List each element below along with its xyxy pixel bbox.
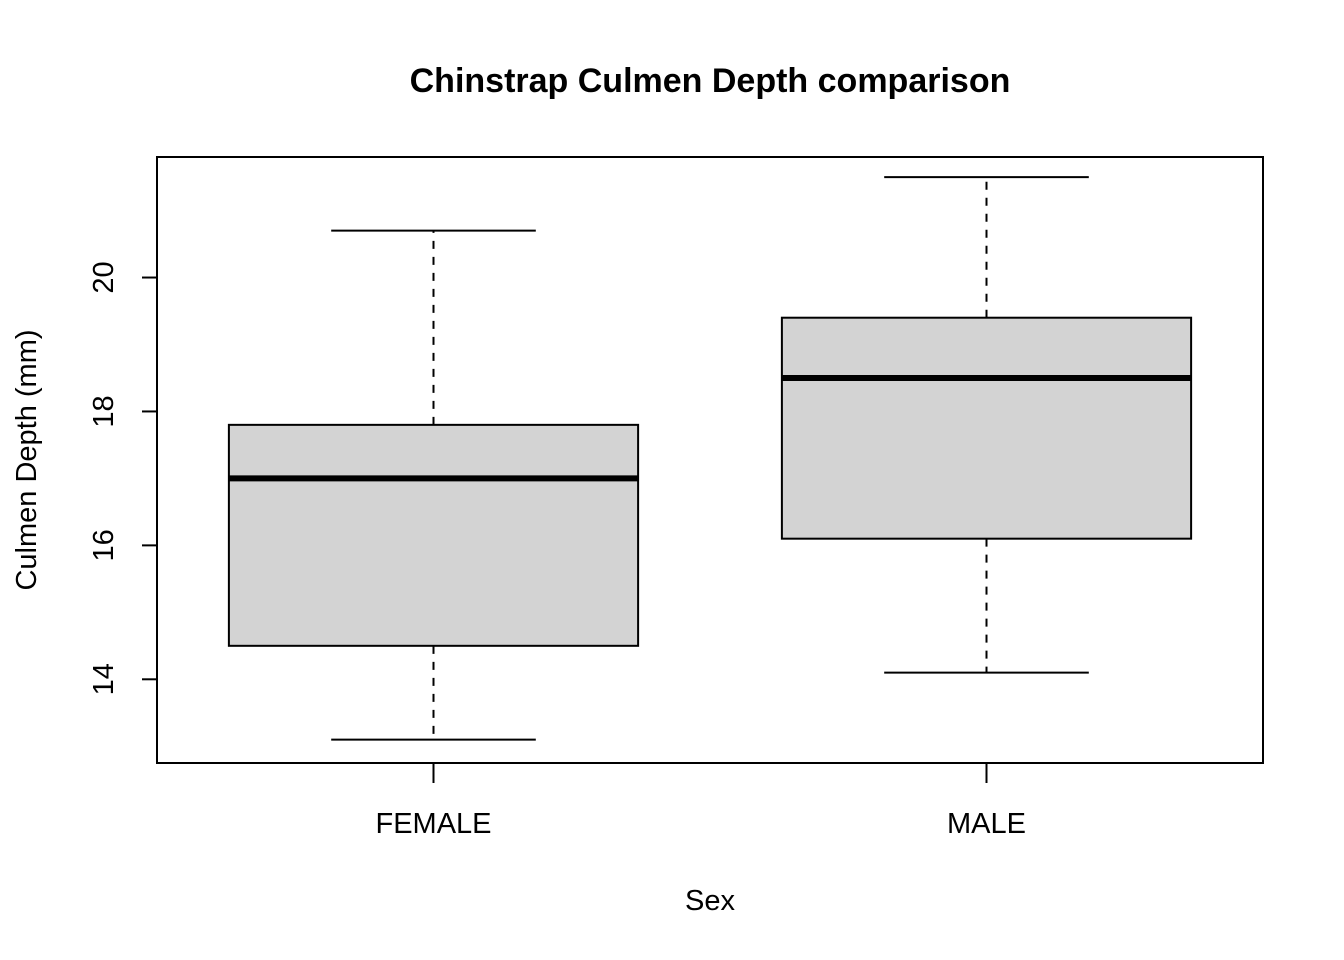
x-axis-label: Sex: [685, 885, 735, 917]
x-tick-label: MALE: [947, 808, 1026, 840]
y-axis: 14 16 18 20: [88, 261, 158, 695]
y-tick-label: 18: [88, 395, 120, 427]
y-tick-label: 16: [88, 529, 120, 561]
x-axis: FEMALE MALE: [375, 763, 1026, 840]
iqr-box: [780, 316, 1193, 540]
y-tick-label: 14: [88, 663, 120, 695]
chart-title: Chinstrap Culmen Depth comparison: [410, 62, 1011, 100]
y-tick-label: 20: [88, 261, 120, 293]
iqr-box: [227, 423, 640, 647]
y-axis-label: Culmen Depth (mm): [11, 329, 43, 590]
x-tick-label: FEMALE: [375, 808, 491, 840]
box-group-male: [780, 176, 1193, 674]
box-group-female: [227, 229, 640, 741]
boxes-layer: [227, 176, 1193, 741]
